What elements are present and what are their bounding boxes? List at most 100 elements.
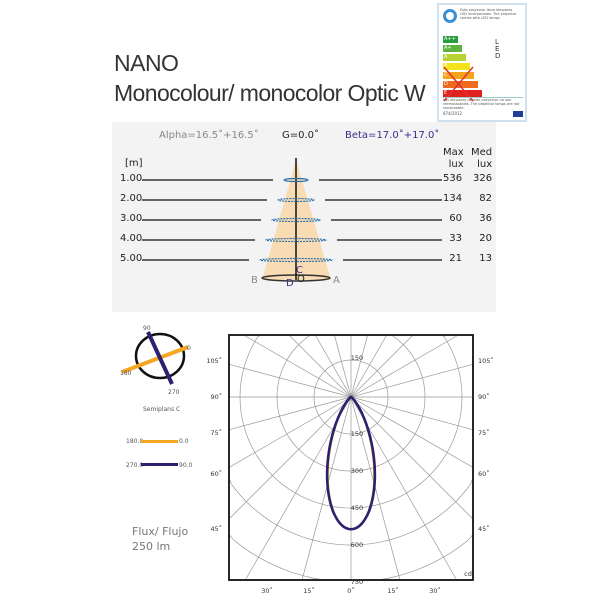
med-lux-header: Med lux — [471, 147, 492, 171]
crossed-classes-icon — [443, 66, 474, 102]
angle-label-left: 75˚ — [210, 429, 222, 437]
grid-spoke — [228, 363, 352, 398]
grid-spoke — [350, 334, 414, 398]
grid-spoke — [350, 396, 474, 520]
angle-label-left: 90˚ — [210, 393, 222, 401]
radial-tick-label: 150 — [351, 430, 363, 438]
regulation-text: 874/2012 — [443, 111, 463, 116]
chart-frame — [228, 334, 474, 581]
energy-class-5: D — [443, 81, 478, 88]
grid-spoke — [350, 334, 388, 398]
angle-label-right: 60˚ — [478, 470, 490, 478]
radial-tick-label: 750 — [351, 578, 363, 586]
radial-tick-label: 600 — [351, 541, 363, 549]
energy-footer-text: Las lámparas de este proyector no son re… — [443, 97, 523, 110]
cone-drawing — [142, 158, 442, 282]
intensity-curve — [325, 395, 377, 531]
legend-purple-from: 270.0 — [126, 462, 144, 469]
legend-purple-line — [141, 463, 178, 466]
radial-tick-label: 450 — [351, 504, 363, 512]
semiplanes-icon — [121, 331, 189, 385]
energy-label: Esta proyector lleva lámparas LED incorp… — [437, 3, 527, 122]
row-d-value: 5.00 — [120, 253, 143, 264]
unit-label: [m] — [125, 158, 143, 169]
flux-block: Flux/ Flujo 250 lm — [132, 524, 188, 554]
energy-class-6: E — [443, 90, 482, 97]
angle-label-right: 90˚ — [478, 393, 490, 401]
med-header-2: lux — [477, 159, 493, 170]
beam-ring — [283, 177, 309, 183]
row-d-value: 1.00 — [120, 173, 143, 184]
radial-tick-label: 150 — [351, 354, 363, 362]
eu-flag-icon — [513, 111, 523, 117]
flux-label: Flux/ Flujo — [132, 525, 189, 538]
beam-ring — [277, 197, 315, 203]
flux-value: 250 lm — [132, 540, 171, 553]
grid-spoke — [228, 396, 352, 520]
point-a: A — [333, 275, 340, 286]
point-b: B — [251, 275, 258, 286]
angle-label-right: 45˚ — [478, 525, 490, 533]
angle-90: 90 — [143, 325, 151, 332]
lamp-icon — [443, 9, 457, 23]
grid-spoke — [350, 396, 401, 581]
energy-class-3: B — [443, 63, 470, 70]
grid-spoke — [301, 396, 352, 581]
row-med-value: 13 — [479, 253, 492, 264]
row-d-value: 3.00 — [120, 213, 143, 224]
row-max-value: 21 — [449, 253, 462, 264]
energy-class-1: A+ — [443, 45, 462, 52]
angle-label-left: 45˚ — [210, 525, 222, 533]
beam-ring — [271, 217, 321, 223]
grid-spoke — [334, 334, 352, 398]
beam-ring — [265, 237, 327, 243]
angle-label-left: 105˚ — [206, 357, 222, 365]
row-med-value: 20 — [479, 233, 492, 244]
point-o: O — [297, 274, 305, 285]
row-max-value: 33 — [449, 233, 462, 244]
legend-orange-to: 0.0 — [179, 438, 189, 445]
row-d-value: 4.00 — [120, 233, 143, 244]
angle-label-left: 60˚ — [210, 470, 222, 478]
grid-spoke — [350, 396, 474, 431]
row-max-value: 536 — [443, 173, 463, 184]
grid-spoke — [350, 334, 368, 398]
grid-spoke — [243, 334, 352, 398]
angle-label-bottom: 15˚ — [303, 587, 315, 595]
semiplanes-label: Semiplans C — [143, 406, 181, 413]
angle-label-bottom: 30˚ — [261, 587, 273, 595]
angle-180: 180 — [120, 370, 132, 377]
beam-ring — [259, 257, 333, 263]
med-header-1: Med — [471, 147, 493, 158]
point-c: C — [296, 265, 303, 276]
angle-label-bottom: 30˚ — [429, 587, 441, 595]
row-max-value: 60 — [449, 213, 462, 224]
grid-spoke — [350, 396, 474, 468]
grid-spoke — [288, 334, 352, 398]
beta-label: Beta=17.0˚+17.0˚ — [345, 130, 440, 141]
gamma-label: G=0.0˚ — [282, 130, 320, 141]
point-d: D — [286, 278, 294, 289]
angle-label-right: 105˚ — [478, 357, 494, 365]
max-header-2: lux — [448, 159, 464, 170]
row-med-value: 82 — [479, 193, 492, 204]
row-med-value: 326 — [473, 173, 493, 184]
led-text: LED — [495, 38, 501, 60]
max-lux-header: Max lux — [443, 147, 464, 171]
legend-orange-line — [141, 440, 178, 443]
radial-tick-label: 300 — [351, 467, 363, 475]
angle-0: 0 — [187, 345, 191, 352]
grid-spoke — [228, 396, 352, 468]
legend-purple-to: 90.0 — [179, 462, 193, 469]
angle-label-right: 75˚ — [478, 429, 490, 437]
grid-spoke — [350, 334, 459, 398]
energy-class-0: A++ — [443, 36, 458, 43]
energy-class-2: A — [443, 54, 466, 61]
grid-spoke — [350, 363, 474, 398]
angle-label-bottom: 15˚ — [387, 587, 399, 595]
row-med-value: 36 — [479, 213, 492, 224]
angle-label-bottom: 0˚ — [347, 587, 354, 595]
energy-header-text: Esta proyector lleva lámparas LED incorp… — [460, 8, 517, 20]
energy-class-4: C — [443, 72, 474, 79]
